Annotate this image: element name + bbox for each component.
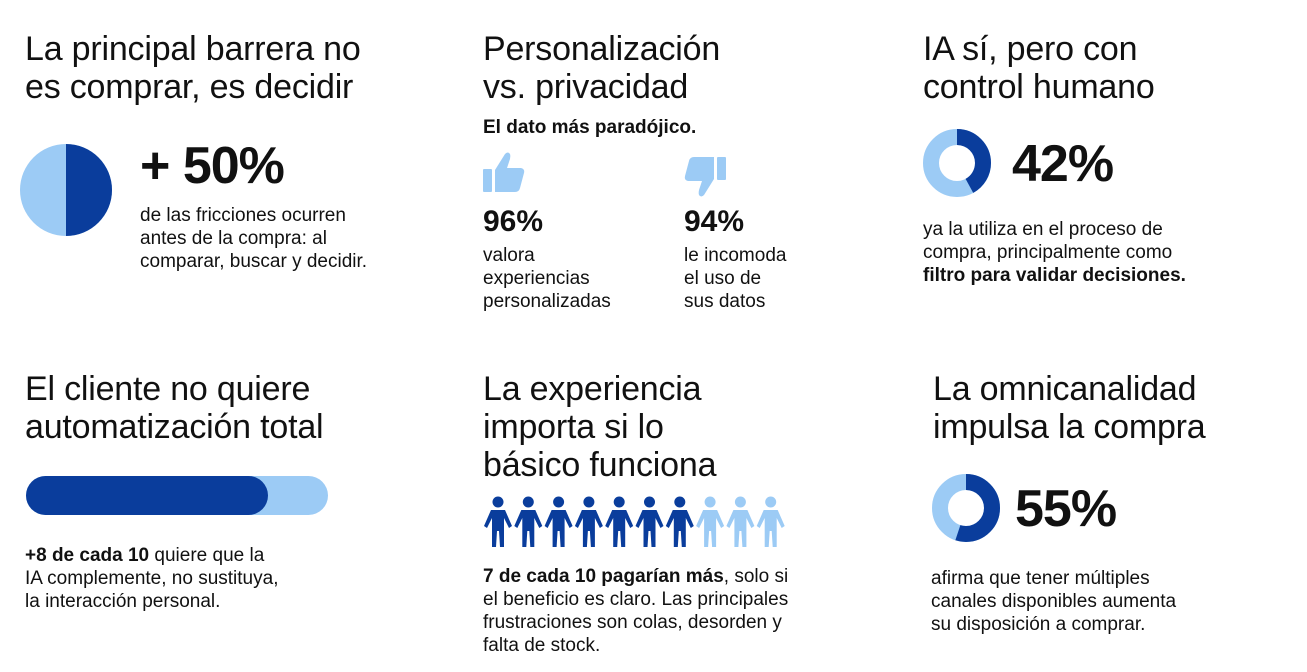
panel3-title-line1: IA sí, pero con [923,30,1138,68]
panel4-desc-line2: IA complemente, no sustituya, [25,568,279,589]
panel4-title-line1: El cliente no quiere [25,370,311,408]
person-icon [726,496,755,547]
person-icon-highlighted [574,496,603,547]
panel5-desc-line2: el beneficio es claro. Las principales [483,589,789,610]
panel1-pie-chart [20,144,112,236]
thumbs-down-icon [683,155,727,199]
panel5-title: La experiencia importa si lo básico func… [483,370,716,484]
panel3-donut-svg [923,129,991,197]
panel1-title: La principal barrera no es comprar, es d… [25,30,361,106]
panel3-title-line2: control humano [923,68,1155,106]
panel1-title-line1: La principal barrera no [25,30,361,68]
panel2-right-line1: le incomoda [684,245,787,266]
panel5-people-svg [484,496,785,547]
panel2-left-line2: experiencias [483,268,590,289]
panel3-stat: 42% [1012,135,1114,193]
thumbs-up-icon [482,150,526,194]
panel2-right-line2: el uso de [684,268,762,289]
panel1-title-line2: es comprar, es decidir [25,68,354,106]
panel2-title-line2: vs. privacidad [483,68,689,106]
panel6-desc-line2: canales disponibles aumenta [931,591,1177,612]
panel2-right-stat: 94% [684,205,745,238]
panel6-description: afirma que tener múltiples canales dispo… [931,567,1176,636]
panel6-donut-arc [932,474,1000,542]
panel5-desc-rest: , solo si [723,566,789,587]
person-icon-highlighted [514,496,543,547]
panel4-desc-line3: la interacción personal. [25,591,221,612]
panel5-title-line3: básico funciona [483,446,717,484]
panel4-progress-fill [26,476,268,515]
panel3-donut-arc [923,129,991,197]
panel4-description: +8 de cada 10 quiere que la IA complemen… [25,544,278,613]
panel2-right-line3: sus datos [684,291,766,312]
panel5-desc-line4: falta de stock. [483,635,601,656]
panel6-title-line1: La omnicanalidad [933,370,1197,408]
panel6-title-line2: impulsa la compra [933,408,1206,446]
panel4-progress-track [26,476,328,515]
panel1-pie-svg [20,144,112,236]
panel1-pie-slice [66,144,112,236]
panel2-left-description: valora experiencias personalizadas [483,244,611,313]
panel1-desc-line3: comparar, buscar y decidir. [140,251,368,272]
person-icon-highlighted [544,496,573,547]
panel1-description: de las fricciones ocurren antes de la co… [140,204,367,273]
panel5-title-line2: importa si lo [483,408,664,446]
panel1-desc-line1: de las fricciones ocurren [140,205,346,226]
panel4-desc-rest: quiere que la [149,545,265,566]
panel3-donut-chart [921,127,993,199]
panel3-description: ya la utiliza en el proceso de compra, p… [923,218,1186,287]
panel6-stat: 55% [1015,480,1117,538]
person-icon-highlighted [665,496,694,547]
panel4-title: El cliente no quiere automatización tota… [25,370,324,446]
panel5-title-line1: La experiencia [483,370,702,408]
panel3-desc-bold: filtro para validar decisiones. [923,265,1186,286]
person-icon-highlighted [484,496,512,547]
panel6-title: La omnicanalidad impulsa la compra [933,370,1206,446]
person-icon-highlighted [635,496,664,547]
person-icon [756,496,785,547]
panel2-title-line1: Personalización [483,30,721,68]
panel2-subtitle: El dato más paradójico. [483,117,697,138]
panel2-title: Personalización vs. privacidad [483,30,720,106]
panel3-title: IA sí, pero con control humano [923,30,1155,106]
panel6-donut-chart [930,472,1002,544]
panel6-desc-line1: afirma que tener múltiples [931,568,1150,589]
panel2-left-line1: valora [483,245,535,266]
panel6-desc-line3: su disposición a comprar. [931,614,1146,635]
panel5-people-pictogram [483,496,793,548]
panel6-donut-svg [932,474,1000,542]
panel2-left-line3: personalizadas [483,291,611,312]
panel5-desc-line1: 7 de cada 10 pagarían más, solo si [483,565,788,588]
person-icon [696,496,725,547]
panel2-right-description: le incomoda el uso de sus datos [684,244,786,313]
panel4-desc-line1: +8 de cada 10 quiere que la [25,544,278,567]
panel1-stat: + 50% [140,137,285,195]
panel3-desc-line2: compra, principalmente como [923,242,1173,263]
panel4-desc-bold: +8 de cada 10 [25,545,150,566]
panel5-description: 7 de cada 10 pagarían más, solo si el be… [483,565,788,657]
panel4-title-line2: automatización total [25,408,324,446]
panel3-desc-line1: ya la utiliza en el proceso de [923,219,1163,240]
panel2-left-stat: 96% [483,205,544,238]
panel5-desc-line3: frustraciones son colas, desorden y [483,612,782,633]
person-icon-highlighted [605,496,634,547]
panel5-desc-bold: 7 de cada 10 pagarían más [483,566,724,587]
panel1-desc-line2: antes de la compra: al [140,228,327,249]
